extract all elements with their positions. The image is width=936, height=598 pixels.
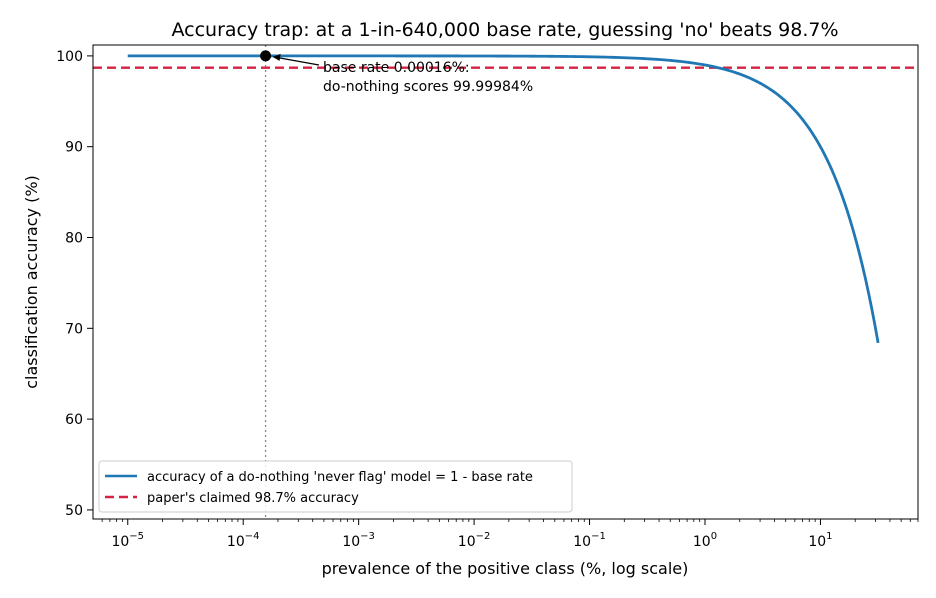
series-line-never-flag [127,54,880,344]
annotation: base rate 0.00016%: do-nothing scores 99.… [272,53,533,95]
annotation-arrowhead [272,53,281,61]
x-tick-label: 101 [808,531,832,550]
x-tick-label: 10−4 [227,531,260,550]
y-tick-label: 60 [65,412,83,428]
legend: accuracy of a do-nothing 'never flag' mo… [98,460,573,513]
y-tick-label: 90 [65,140,83,156]
legend-label-claimed: paper's claimed 98.7% accuracy [147,491,359,506]
x-tick-label: 10−5 [111,531,144,550]
x-axis-label: prevalence of the positive class (%, log… [322,559,689,578]
x-tick-label: 100 [693,531,717,550]
y-tick-label: 50 [65,503,83,519]
annotation-text-line: base rate 0.00016%: [323,60,470,76]
y-tick-label: 80 [65,231,83,247]
x-tick-label: 10−3 [342,531,375,550]
y-axis-label: classification accuracy (%) [22,175,41,389]
y-tick-label: 70 [65,321,83,337]
chart-title: Accuracy trap: at a 1-in-640,000 base ra… [171,19,838,41]
legend-label-never-flag: accuracy of a do-nothing 'never flag' mo… [147,470,533,485]
annotation-arrow [273,56,320,66]
x-tick-label: 10−2 [458,531,491,550]
plot-frame [92,44,919,520]
y-tick-label: 100 [56,49,83,65]
legend-frame [98,460,573,513]
base-rate-marker [260,50,272,62]
x-tick-label: 10−1 [573,531,606,550]
annotation-text-line: do-nothing scores 99.99984% [323,79,533,95]
